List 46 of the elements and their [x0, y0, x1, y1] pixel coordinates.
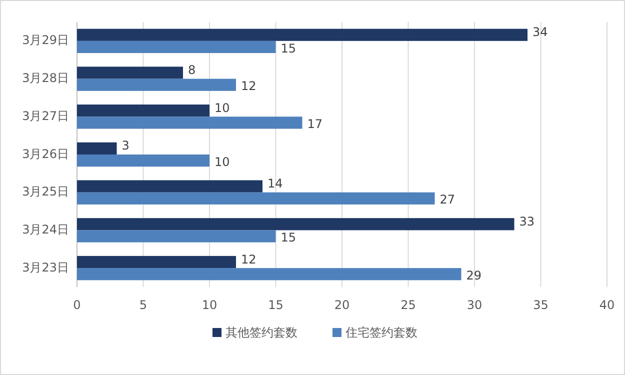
x-tick-label: 15 [268, 298, 284, 312]
bar [77, 256, 236, 268]
data-label: 12 [241, 79, 256, 94]
bar [77, 28, 528, 41]
y-tick-label: 3月25日 [22, 184, 69, 199]
data-label: 10 [214, 154, 230, 169]
bar [77, 66, 183, 79]
y-tick-label: 3月27日 [22, 108, 69, 123]
data-label: 27 [440, 192, 456, 207]
data-label: 29 [466, 268, 482, 282]
x-tick-label: 40 [599, 298, 615, 312]
bar [77, 142, 117, 154]
bar [77, 192, 435, 204]
data-label: 17 [307, 116, 323, 131]
bar [77, 116, 302, 129]
y-tick-label: 3月23日 [22, 260, 69, 274]
bar [77, 40, 276, 54]
data-label: 14 [268, 176, 283, 191]
x-tick-label: 10 [202, 298, 218, 312]
x-tick-label: 25 [400, 298, 416, 312]
data-label: 15 [280, 41, 296, 56]
data-label: 10 [214, 100, 230, 115]
y-tick-label: 3月26日 [22, 146, 69, 161]
data-label: 8 [188, 63, 196, 78]
y-tick-label: 3月29日 [22, 33, 69, 48]
bar [77, 218, 514, 230]
bar [77, 78, 236, 91]
legend-label: 其他签约套数 [226, 325, 298, 340]
data-label: 33 [519, 214, 535, 228]
data-label: 34 [532, 25, 548, 40]
y-tick-label: 3月24日 [22, 222, 69, 236]
x-tick-label: 35 [533, 298, 548, 312]
x-tick-label: 5 [139, 298, 148, 312]
bar [77, 230, 276, 242]
bar [77, 154, 210, 167]
data-label: 15 [280, 230, 296, 245]
x-tick-label: 0 [73, 298, 81, 312]
data-label: 3 [122, 138, 130, 153]
x-tick-label: 30 [466, 298, 482, 312]
bar [77, 268, 462, 280]
bar [77, 180, 262, 192]
legend-label: 住宅签约套数 [344, 325, 418, 340]
x-tick-label: 20 [334, 298, 350, 312]
y-tick-label: 3月28日 [22, 71, 69, 86]
bar [77, 104, 210, 117]
data-label: 12 [241, 252, 256, 266]
